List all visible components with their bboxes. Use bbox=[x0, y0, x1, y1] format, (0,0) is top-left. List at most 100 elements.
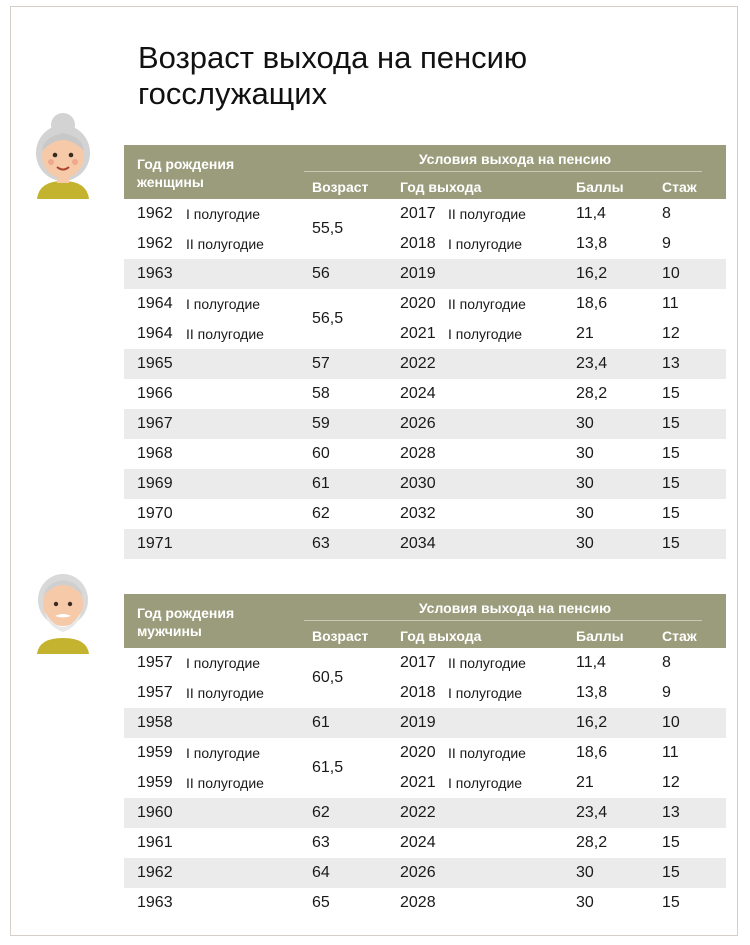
retire-half-cell: I полугодие bbox=[448, 236, 523, 252]
birth-year-cell: 1964 bbox=[137, 325, 173, 342]
men-table: Год рождения мужчины Условия выхода на п… bbox=[124, 594, 726, 918]
birth-year-cell: 1962 bbox=[137, 235, 173, 252]
retire-half-cell: I полугодие bbox=[448, 685, 523, 701]
birth-year-cell: 1957 bbox=[137, 654, 173, 671]
points-header: Баллы bbox=[576, 628, 624, 644]
points-cell: 28,2 bbox=[576, 834, 608, 851]
table-row: 1963 65 2028 30 15 bbox=[124, 888, 726, 918]
age-cell: 60 bbox=[312, 445, 330, 462]
table-row: 1964 II полугодие 2021 I полугодие 21 12 bbox=[124, 319, 726, 349]
men-table-header: Год рождения мужчины Условия выхода на п… bbox=[124, 594, 726, 648]
age-header: Возраст bbox=[312, 179, 369, 195]
table-row: 1961 63 2024 28,2 15 bbox=[124, 828, 726, 858]
birth-year-cell: 1970 bbox=[137, 505, 173, 522]
retire-half-cell: II полугодие bbox=[448, 206, 526, 222]
birth-year-cell: 1962 bbox=[137, 205, 173, 222]
retire-half-cell: I полугодие bbox=[448, 775, 523, 791]
points-cell: 30 bbox=[576, 475, 594, 492]
age-cell: 59 bbox=[312, 415, 330, 432]
retire-year-cell: 2021 bbox=[400, 774, 436, 791]
retire-year-cell: 2022 bbox=[400, 804, 436, 821]
experience-cell: 15 bbox=[662, 834, 680, 851]
points-cell: 11,4 bbox=[576, 205, 606, 222]
experience-cell: 15 bbox=[662, 864, 680, 881]
points-cell: 28,2 bbox=[576, 385, 608, 402]
grandfather-icon bbox=[31, 566, 95, 654]
page-title: Возраст выхода на пенсию госслужащих bbox=[138, 40, 528, 111]
birth-year-cell: 1959 bbox=[137, 744, 173, 761]
experience-cell: 15 bbox=[662, 385, 680, 402]
women-table: Год рождения женщины Условия выхода на п… bbox=[124, 145, 726, 559]
table-row: 1964 I полугодие 2020 II полугодие 18,6 11 56,… bbox=[124, 289, 726, 327]
birth-year-cell: 1963 bbox=[137, 894, 173, 911]
points-header: Баллы bbox=[576, 179, 624, 195]
experience-cell: 8 bbox=[662, 654, 671, 671]
retire-year-cell: 2019 bbox=[400, 265, 436, 282]
points-cell: 30 bbox=[576, 894, 594, 911]
birth-year-cell: 1958 bbox=[137, 714, 173, 731]
experience-cell: 15 bbox=[662, 894, 680, 911]
age-cell: 63 bbox=[312, 834, 330, 851]
experience-cell: 13 bbox=[662, 804, 680, 821]
retire-year-cell: 2028 bbox=[400, 894, 436, 911]
points-cell: 30 bbox=[576, 445, 594, 462]
retire-year-cell: 2020 bbox=[400, 744, 436, 761]
age-cell: 61 bbox=[312, 714, 330, 731]
points-cell: 16,2 bbox=[576, 714, 608, 731]
birth-half-cell: I полугодие bbox=[186, 745, 261, 761]
retire-year-header: Год выхода bbox=[400, 628, 482, 644]
retire-year-cell: 2026 bbox=[400, 864, 436, 881]
points-cell: 30 bbox=[576, 535, 594, 552]
experience-cell: 12 bbox=[662, 774, 680, 791]
header-divider bbox=[304, 171, 702, 172]
table-row: 1971 63 2034 30 15 bbox=[124, 529, 726, 559]
retire-year-cell: 2022 bbox=[400, 355, 436, 372]
table-row: 1959 I полугодие 2020 II полугодие 18,6 11 61,… bbox=[124, 738, 726, 776]
points-cell: 23,4 bbox=[576, 804, 608, 821]
men-table-body: 1957 I полугодие 2017 II полугодие 11,4 8 60,5… bbox=[124, 648, 726, 918]
merged-age-cell: 56,5 bbox=[312, 310, 344, 327]
header-divider bbox=[304, 620, 702, 621]
retire-year-cell: 2018 bbox=[400, 235, 436, 252]
points-cell: 21 bbox=[576, 325, 594, 342]
experience-cell: 10 bbox=[662, 265, 680, 282]
birth-year-cell: 1961 bbox=[137, 834, 173, 851]
merged-age-cell: 55,5 bbox=[312, 220, 344, 237]
conditions-header: Условия выхода на пенсию bbox=[418, 600, 612, 616]
points-cell: 13,8 bbox=[576, 684, 608, 701]
retire-year-cell: 2021 bbox=[400, 325, 436, 342]
table-row: 1959 II полугодие 2021 I полугодие 21 12 bbox=[124, 768, 726, 798]
retire-year-cell: 2024 bbox=[400, 834, 436, 851]
birth-half-cell: I полугодие bbox=[186, 206, 261, 222]
points-cell: 23,4 bbox=[576, 355, 608, 372]
retire-year-cell: 2028 bbox=[400, 445, 436, 462]
birth-half-cell: I полугодие bbox=[186, 655, 261, 671]
birth-year-cell: 1966 bbox=[137, 385, 173, 402]
table-row: 1962 64 2026 30 15 bbox=[124, 858, 726, 888]
birth-year-cell: 1967 bbox=[137, 415, 173, 432]
table-row: 1957 I полугодие 2017 II полугодие 11,4 8 60,5 bbox=[124, 648, 726, 686]
experience-cell: 15 bbox=[662, 535, 680, 552]
experience-cell: 12 bbox=[662, 325, 680, 342]
retire-half-cell: I полугодие bbox=[448, 326, 523, 342]
table-row: 1968 60 2028 30 15 bbox=[124, 439, 726, 469]
retire-year-cell: 2032 bbox=[400, 505, 436, 522]
gender-label: женщины bbox=[137, 174, 204, 190]
experience-cell: 11 bbox=[662, 295, 679, 312]
birth-year-label: Год рождения bbox=[137, 605, 235, 621]
experience-cell: 8 bbox=[662, 205, 671, 222]
table-row: 1967 59 2026 30 15 bbox=[124, 409, 726, 439]
retire-half-cell: II полугодие bbox=[448, 655, 526, 671]
table-row: 1960 62 2022 23,4 13 bbox=[124, 798, 726, 828]
retire-year-header: Год выхода bbox=[400, 179, 482, 195]
experience-cell: 9 bbox=[662, 235, 671, 252]
retire-year-cell: 2018 bbox=[400, 684, 436, 701]
birth-half-cell: II полугодие bbox=[186, 775, 264, 791]
retire-year-cell: 2030 bbox=[400, 475, 436, 492]
retire-year-cell: 2019 bbox=[400, 714, 436, 731]
age-cell: 57 bbox=[312, 355, 330, 372]
retire-year-cell: 2020 bbox=[400, 295, 436, 312]
points-cell: 18,6 bbox=[576, 295, 608, 312]
retire-year-cell: 2024 bbox=[400, 385, 436, 402]
gender-label: мужчины bbox=[137, 623, 202, 639]
